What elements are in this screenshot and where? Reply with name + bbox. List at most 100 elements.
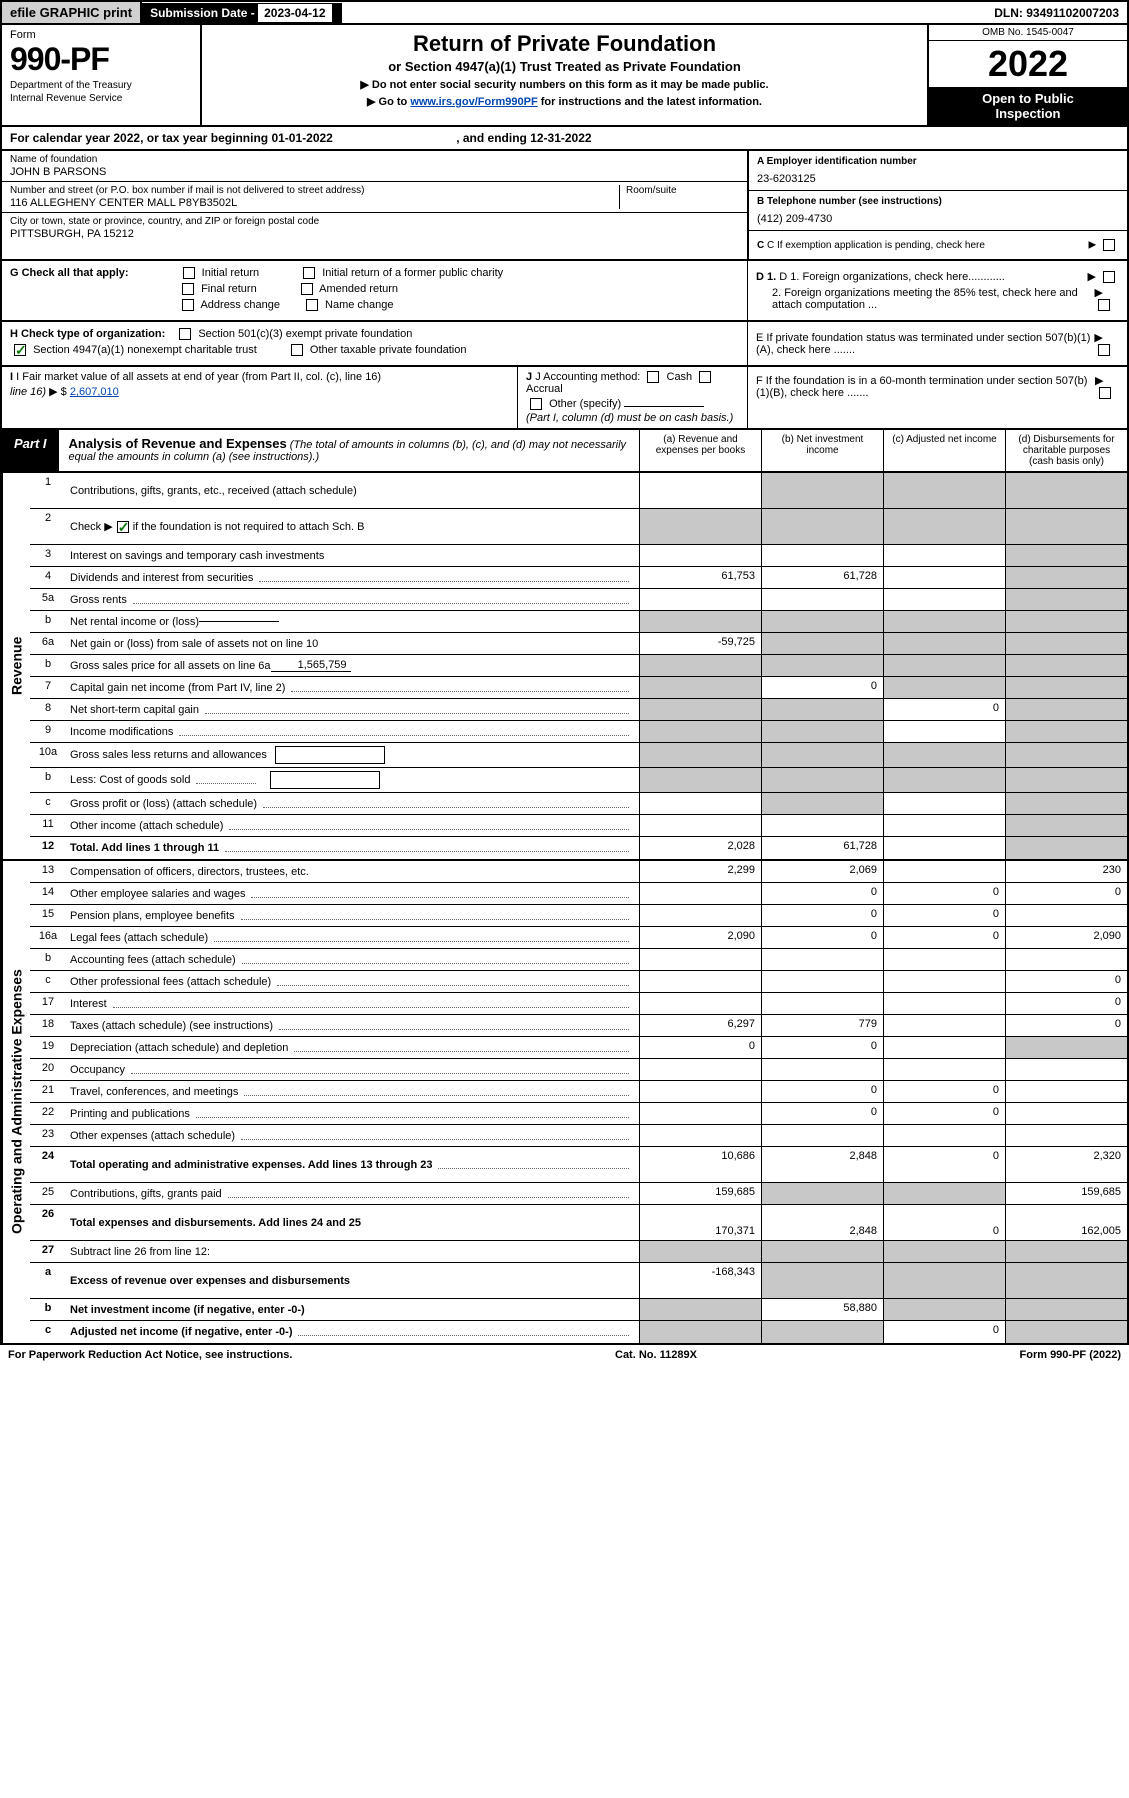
r9-a (639, 721, 761, 742)
r27a-a: -168,343 (639, 1263, 761, 1298)
expenses-section: Operating and Administrative Expenses 13… (2, 859, 1127, 1343)
r18-num: 18 (30, 1015, 66, 1036)
j-accrual: Accrual (526, 383, 563, 395)
r18-desc: Taxes (attach schedule) (see instruction… (66, 1015, 639, 1036)
r10a-box[interactable] (275, 746, 385, 764)
foundation-name: JOHN B PARSONS (10, 166, 739, 178)
r10b-num: b (30, 768, 66, 792)
r27-num: 27 (30, 1241, 66, 1262)
r16c-d: Other professional fees (attach schedule… (70, 976, 271, 988)
row-23: 23 Other expenses (attach schedule) (30, 1125, 1127, 1147)
r10c-num: c (30, 793, 66, 814)
r19-num: 19 (30, 1037, 66, 1058)
d2-checkbox[interactable] (1098, 299, 1110, 311)
r9-desc: Income modifications (66, 721, 639, 742)
r25-a: 159,685 (639, 1183, 761, 1204)
r6b-dc (1005, 655, 1127, 676)
f-section: F If the foundation is in a 60-month ter… (747, 367, 1127, 428)
r16a-c: 0 (883, 927, 1005, 948)
r14-b: 0 (761, 883, 883, 904)
row-6a: 6a Net gain or (loss) from sale of asset… (30, 633, 1127, 655)
form-word: Form (10, 29, 192, 41)
r10b-desc: Less: Cost of goods sold (66, 768, 639, 792)
form-header: Form 990-PF Department of the Treasury I… (0, 25, 1129, 127)
r5b-c (883, 611, 1005, 632)
h1-checkbox[interactable] (179, 328, 191, 340)
h3-checkbox[interactable] (291, 344, 303, 356)
foundation-info: Name of foundation JOHN B PARSONS Number… (0, 151, 1129, 261)
r21-desc: Travel, conferences, and meetings (66, 1081, 639, 1102)
irs-link[interactable]: www.irs.gov/Form990PF (410, 96, 537, 108)
form-header-center: Return of Private Foundation or Section … (202, 25, 927, 125)
row-20: 20 Occupancy (30, 1059, 1127, 1081)
i-section: I I Fair market value of all assets at e… (2, 367, 517, 428)
c-checkbox[interactable] (1103, 239, 1115, 251)
dln-value: DLN: 93491102007203 (986, 3, 1127, 23)
r2-checkbox[interactable] (117, 521, 129, 533)
r5a-c (883, 589, 1005, 610)
r6a-c (883, 633, 1005, 654)
r11-d: Other income (attach schedule) (70, 820, 223, 832)
j-other-checkbox[interactable] (530, 398, 542, 410)
footer-right: Form 990-PF (2022) (1020, 1349, 1122, 1361)
part1-header: Part I Analysis of Revenue and Expenses … (0, 430, 1129, 473)
r3-d-c (1005, 545, 1127, 566)
r5b-input[interactable] (199, 621, 279, 622)
r17-desc: Interest (66, 993, 639, 1014)
row-5b: b Net rental income or (loss) (30, 611, 1127, 633)
r24-a: 10,686 (639, 1147, 761, 1182)
row-10a: 10a Gross sales less returns and allowan… (30, 743, 1127, 768)
efile-print-button[interactable]: efile GRAPHIC print (2, 2, 142, 23)
d1-checkbox[interactable] (1103, 271, 1115, 283)
g-amended-checkbox[interactable] (301, 283, 313, 295)
r27a-desc: Excess of revenue over expenses and disb… (66, 1263, 639, 1298)
r1-num: 1 (30, 473, 66, 508)
form-note-1: ▶ Do not enter social security numbers o… (208, 78, 921, 91)
j-accrual-checkbox[interactable] (699, 371, 711, 383)
i-value[interactable]: 2,607,010 (70, 386, 119, 398)
r10a-a (639, 743, 761, 767)
r27c-a (639, 1321, 761, 1343)
g-initial-checkbox[interactable] (183, 267, 195, 279)
r20-c (883, 1059, 1005, 1080)
f-checkbox[interactable] (1099, 387, 1111, 399)
g-initial-former-checkbox[interactable] (303, 267, 315, 279)
r10b-dc (1005, 768, 1127, 792)
r4-dc (1005, 567, 1127, 588)
g-address-checkbox[interactable] (182, 299, 194, 311)
r14-num: 14 (30, 883, 66, 904)
r27c-b (761, 1321, 883, 1343)
r24-b: 2,848 (761, 1147, 883, 1182)
r11-dc (1005, 815, 1127, 836)
g-name-checkbox[interactable] (306, 299, 318, 311)
j-note: (Part I, column (d) must be on cash basi… (526, 412, 739, 424)
r20-dc (1005, 1059, 1127, 1080)
r24-c: 0 (883, 1147, 1005, 1182)
r20-num: 20 (30, 1059, 66, 1080)
h2-checkbox[interactable] (14, 344, 26, 356)
r4-num: 4 (30, 567, 66, 588)
row-7: 7 Capital gain net income (from Part IV,… (30, 677, 1127, 699)
r27c-d: Adjusted net income (if negative, enter … (70, 1326, 292, 1338)
row-11: 11 Other income (attach schedule) (30, 815, 1127, 837)
r10b-box[interactable] (270, 771, 380, 789)
r5b-desc: Net rental income or (loss) (66, 611, 639, 632)
r13-dc: 230 (1005, 861, 1127, 882)
r1-c (883, 473, 1005, 508)
r2-num: 2 (30, 509, 66, 544)
r10b-a (639, 768, 761, 792)
e-checkbox[interactable] (1098, 344, 1110, 356)
r15-c: 0 (883, 905, 1005, 926)
check-grid-gd: G Check all that apply: Initial return I… (0, 261, 1129, 322)
r5b-num: b (30, 611, 66, 632)
r27-b (761, 1241, 883, 1262)
j-cash-checkbox[interactable] (647, 371, 659, 383)
r26-num: 26 (30, 1205, 66, 1240)
g-final-checkbox[interactable] (182, 283, 194, 295)
r1-desc: Contributions, gifts, grants, etc., rece… (66, 473, 639, 508)
r10b-d: Less: Cost of goods sold (70, 774, 190, 786)
row-25: 25 Contributions, gifts, grants paid 159… (30, 1183, 1127, 1205)
r21-dc (1005, 1081, 1127, 1102)
r16b-a (639, 949, 761, 970)
r18-dc: 0 (1005, 1015, 1127, 1036)
